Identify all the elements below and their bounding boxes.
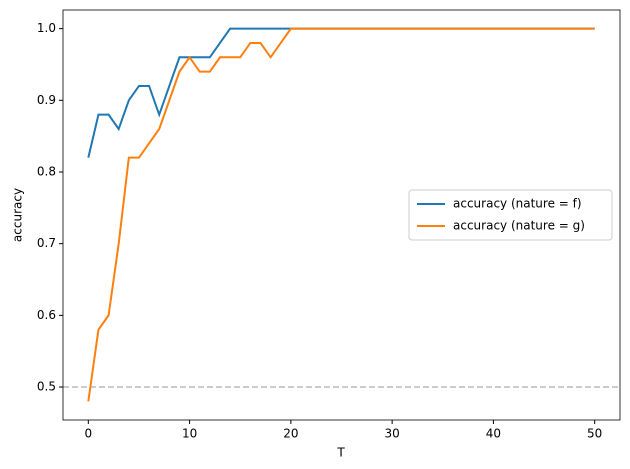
legend-label: accuracy (nature = g) xyxy=(453,219,585,233)
x-tick-label: 20 xyxy=(283,427,298,441)
y-axis-label: accuracy xyxy=(11,188,25,242)
y-tick-label: 0.5 xyxy=(37,380,56,394)
data-line xyxy=(87,27,595,402)
legend-box xyxy=(408,189,613,241)
y-tick-label: 0.9 xyxy=(37,93,56,107)
x-tick-label: 10 xyxy=(182,427,197,441)
x-tick-label: 50 xyxy=(587,427,602,441)
x-tick-label: 40 xyxy=(486,427,501,441)
plot-frame xyxy=(62,9,621,421)
y-tick-label: 0.7 xyxy=(37,236,56,250)
x-tick-label: 0 xyxy=(84,427,92,441)
y-tick-label: 0.6 xyxy=(37,308,56,322)
x-tick-label: 30 xyxy=(384,427,399,441)
data-line xyxy=(87,27,595,158)
y-tick-label: 0.8 xyxy=(37,164,56,178)
legend-label: accuracy (nature = f) xyxy=(453,197,582,211)
x-axis-label: T xyxy=(336,446,345,460)
y-tick-label: 1.0 xyxy=(37,21,56,35)
